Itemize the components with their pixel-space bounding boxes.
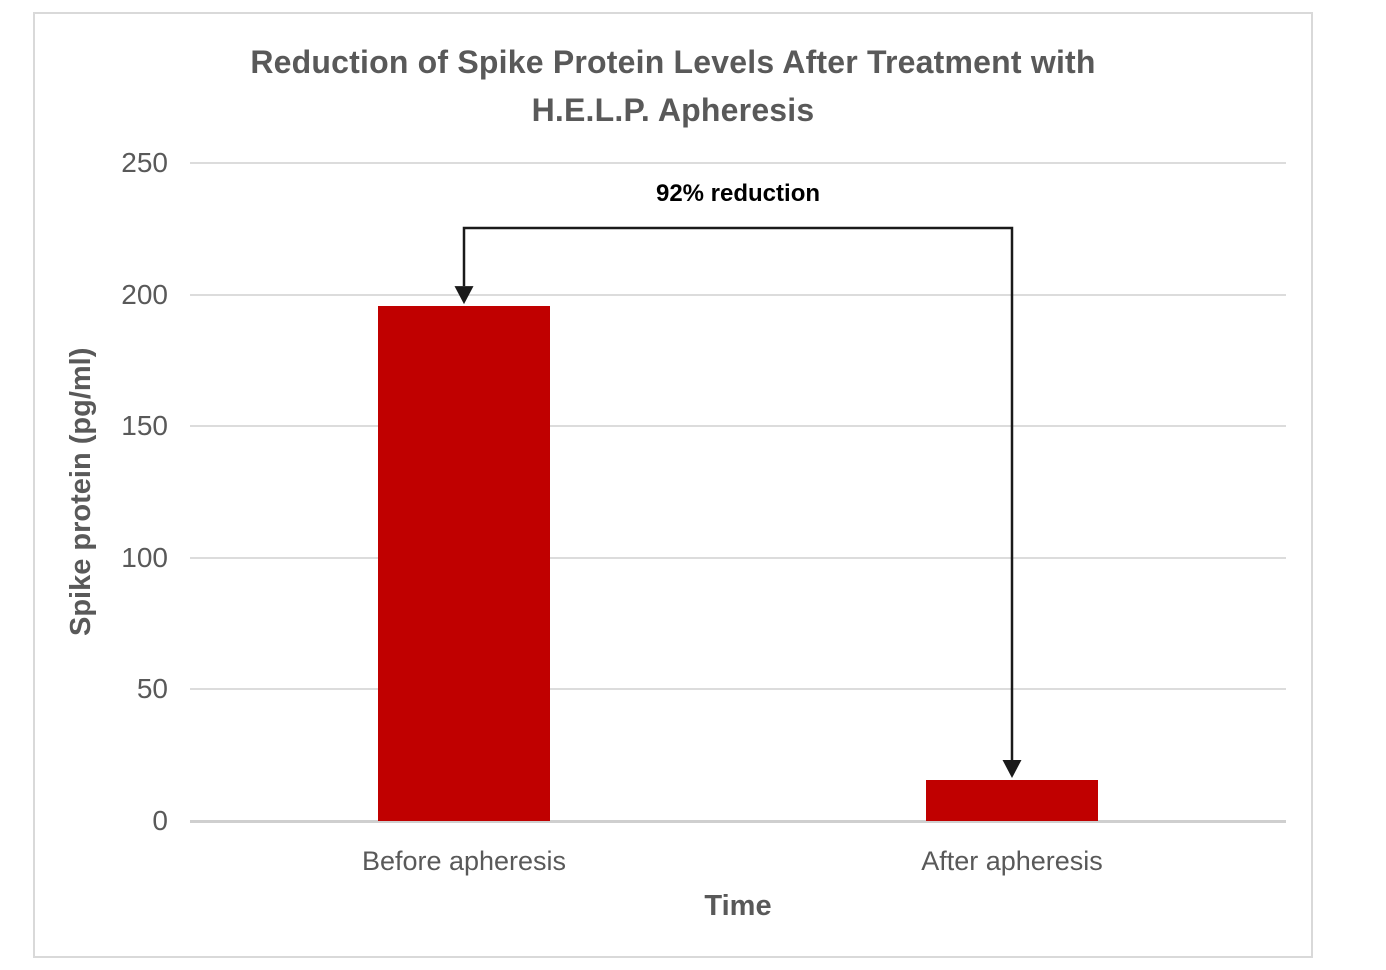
y-tick-label-250: 250 xyxy=(121,147,168,178)
gridline-50 xyxy=(190,688,1286,691)
chart-title-line-1: Reduction of Spike Protein Levels After … xyxy=(250,44,1096,80)
y-axis-title: Spike protein (pg/ml) xyxy=(65,347,97,637)
gridline-200 xyxy=(190,293,1286,296)
y-tick-label-50: 50 xyxy=(136,673,168,705)
chart-title: Reduction of Spike Protein Levels After … xyxy=(35,38,1311,134)
y-tick-label-200: 200 xyxy=(121,278,168,310)
gridline-0 xyxy=(190,820,1286,823)
x-category-label-2: After apheresis xyxy=(921,846,1103,876)
x-axis-title: Time xyxy=(704,890,772,922)
y-tick-label-150: 150 xyxy=(121,410,168,442)
reduction-arrow xyxy=(454,226,1022,778)
y-tick-label-100: 100 xyxy=(121,541,168,573)
y-tick-label-0: 0 xyxy=(152,805,168,836)
annotation-label: 92% reduction xyxy=(655,180,821,207)
chart-title-line-2: H.E.L.P. Apheresis xyxy=(531,92,815,128)
bar-before-apheresis xyxy=(378,306,550,821)
x-category-label-1: Before apheresis xyxy=(361,846,567,876)
bar-after-apheresis xyxy=(926,779,1098,821)
chart-frame: Reduction of Spike Protein Levels After … xyxy=(33,12,1313,958)
gridline-250 xyxy=(190,162,1286,164)
gridline-100 xyxy=(190,556,1286,559)
gridline-150 xyxy=(190,425,1286,428)
